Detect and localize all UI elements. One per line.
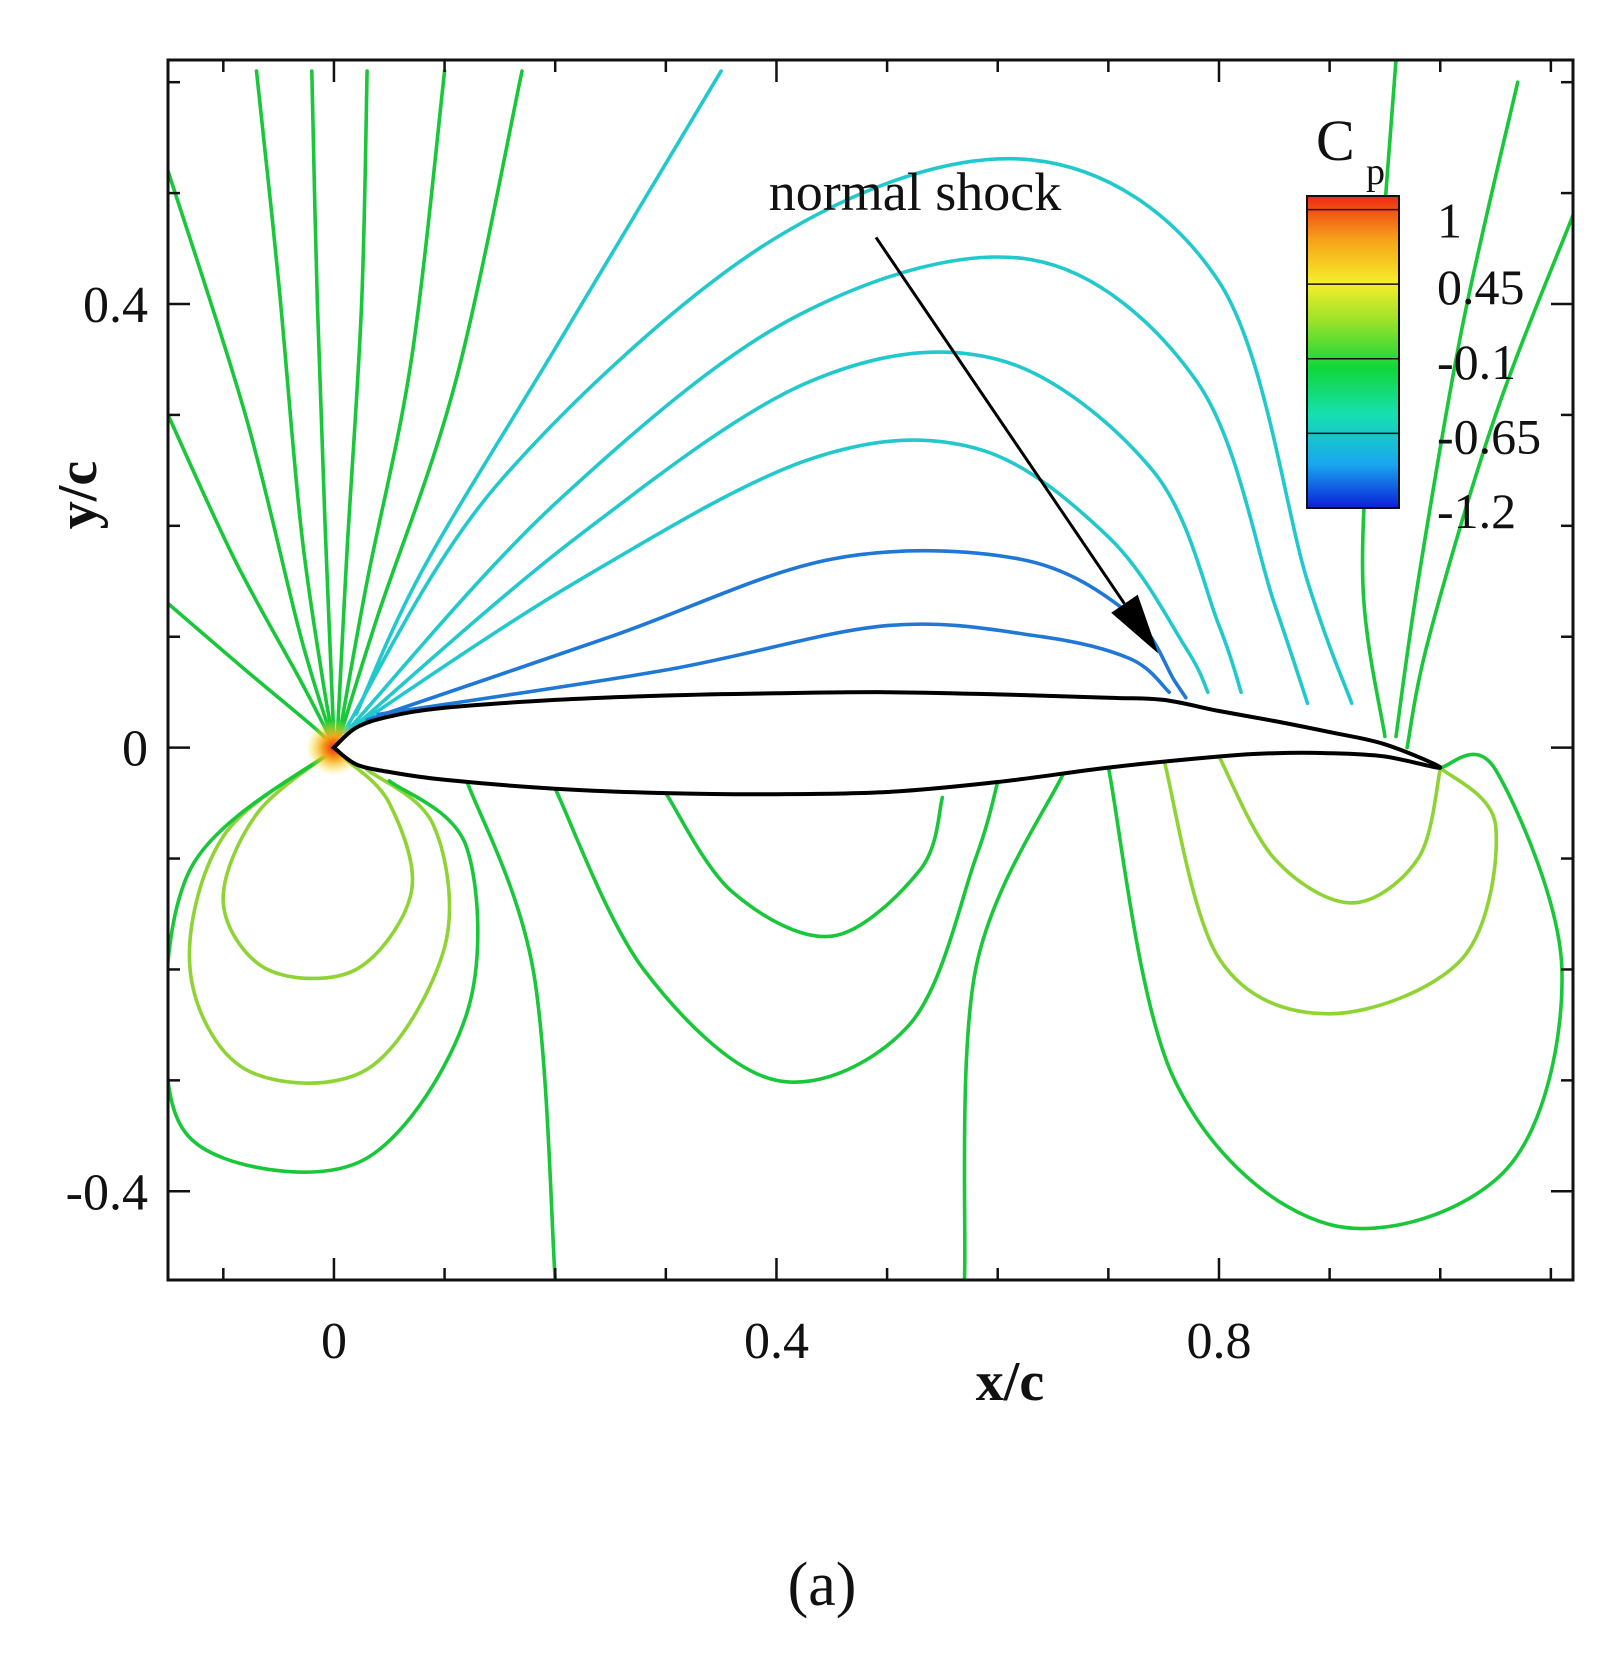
colorbar: C p 1 0.45 -0.1 -0.65 -1.2 <box>1306 108 1541 539</box>
normal-shock-annotation: normal shock <box>769 162 1159 654</box>
contour-line <box>310 69 336 741</box>
y-tick-label: 0 <box>122 721 148 778</box>
contour-line <box>664 791 945 939</box>
x-tick-label: 0 <box>321 1313 347 1370</box>
contour-line <box>1217 754 1442 905</box>
contour-line <box>354 69 723 717</box>
contour-line <box>335 69 369 739</box>
contour-line <box>168 601 336 749</box>
contour-lines <box>168 60 1573 1280</box>
contour-line <box>553 780 1000 1084</box>
x-tick-label: 0.4 <box>744 1313 809 1370</box>
y-axis-title: y/c <box>47 461 109 529</box>
colorbar-level-label: 1 <box>1437 193 1462 249</box>
y-axis-ticks: 0.4 0 -0.4 <box>66 80 1573 1221</box>
colorbar-levels: 1 0.45 -0.1 -0.65 -1.2 <box>1307 193 1541 539</box>
y-tick-label: 0.4 <box>83 277 148 334</box>
contour-line <box>337 69 447 737</box>
annotation-label: normal shock <box>769 162 1061 222</box>
colorbar-title: C <box>1316 108 1355 173</box>
contour-line <box>168 169 336 747</box>
contour-line <box>221 748 415 981</box>
y-tick-label: -0.4 <box>66 1164 148 1221</box>
contour-line <box>365 548 1188 722</box>
x-axis-ticks: 0 0.4 0.8 <box>222 60 1553 1370</box>
contour-line <box>354 438 1210 728</box>
contour-line <box>348 350 1243 732</box>
figure-caption: (a) <box>788 1551 857 1619</box>
contour-line <box>168 413 336 748</box>
contour-line <box>168 748 480 1174</box>
contour-line <box>464 779 557 1280</box>
contour-line <box>338 69 524 737</box>
contour-line <box>376 622 1171 717</box>
colorbar-level-label: -1.2 <box>1437 483 1516 539</box>
airfoil-outline <box>330 690 1443 797</box>
contour-line <box>187 748 452 1085</box>
colorbar-level-label: 0.45 <box>1437 259 1525 315</box>
plot-frame <box>166 58 1575 1282</box>
contour-line <box>342 156 1354 734</box>
x-axis-title: x/c <box>976 1351 1044 1413</box>
colorbar-gradient <box>1306 195 1400 509</box>
colorbar-level-label: -0.1 <box>1437 334 1516 390</box>
contour-line <box>1405 213 1573 750</box>
contour-line <box>1394 80 1520 739</box>
contour-line <box>1161 756 1499 1016</box>
x-tick-label: 0.8 <box>1186 1313 1251 1370</box>
contour-line <box>962 770 1066 1280</box>
contour-line <box>345 255 1310 733</box>
contour-line <box>254 69 336 744</box>
colorbar-title-subscript: p <box>1366 151 1385 193</box>
contour-line <box>1106 752 1564 1231</box>
annotation-arrowhead <box>1111 594 1159 654</box>
annotation-arrow <box>874 236 1126 605</box>
colorbar-level-label: -0.65 <box>1437 408 1541 464</box>
